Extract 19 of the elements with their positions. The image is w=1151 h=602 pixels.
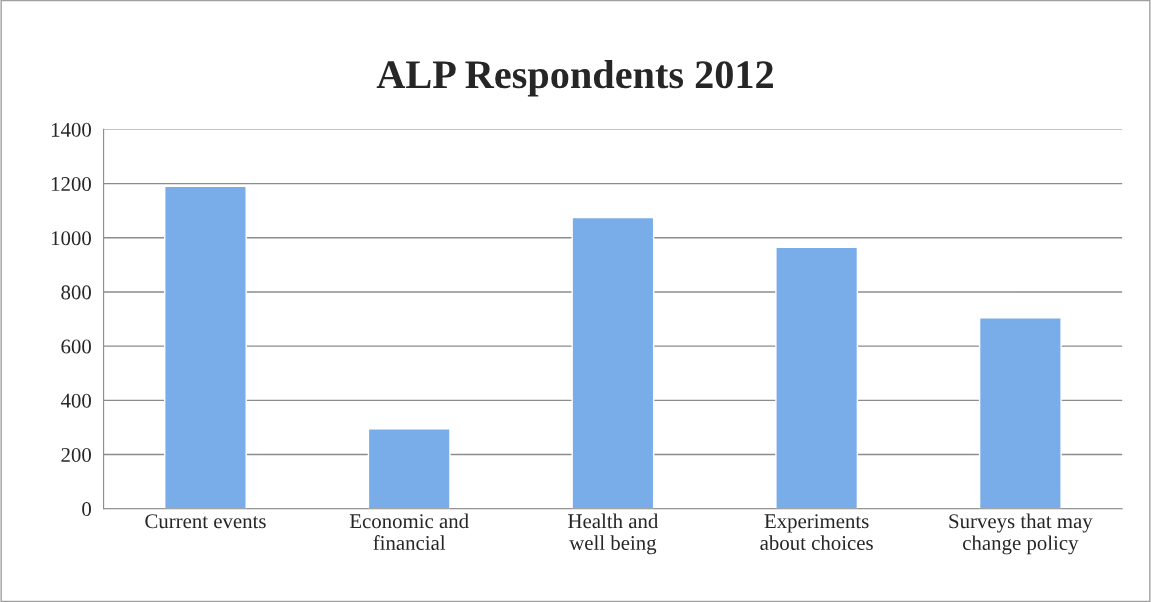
x-tick-label: Experiments about choices — [760, 514, 873, 550]
x-tick-label: Health and well being — [568, 513, 659, 555]
y-tick-label: 200 — [61, 447, 91, 462]
x-tick-label: Economic and financial — [349, 513, 469, 550]
bar — [164, 185, 247, 509]
y-tick-label: 1000 — [51, 231, 91, 246]
bar — [367, 428, 451, 509]
y-tick-label: 800 — [61, 285, 91, 300]
bar — [775, 246, 859, 509]
y-tick-label: 1400 — [51, 122, 91, 137]
y-tick-label: 400 — [60, 393, 91, 408]
bar — [571, 216, 655, 509]
chart-title: ALP Respondents 2012 — [376, 60, 773, 97]
x-tick-label: Surveys that may change policy — [949, 513, 1093, 555]
x-tick-label: Current events — [145, 514, 266, 529]
bar — [978, 317, 1062, 509]
y-tick-label: 600 — [61, 339, 91, 354]
y-tick-label: 0 — [82, 502, 91, 517]
y-tick-label: 1200 — [51, 176, 91, 192]
